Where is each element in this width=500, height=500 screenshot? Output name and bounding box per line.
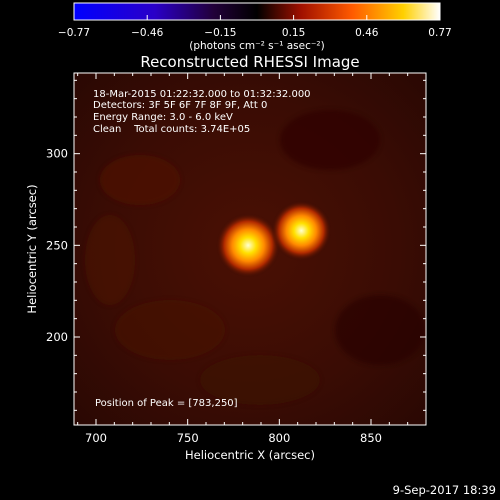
image-area [74,73,426,425]
colorbar [73,2,441,21]
colorbar-tick-label: −0.46 [131,27,163,39]
colorbar-tick-label: 0.15 [282,27,305,39]
flare-source-1 [216,213,281,278]
y-tick-label: 300 [46,147,68,161]
info-detectors: Detectors: 3F 5F 6F 7F 8F 9F, Att 0 [93,100,267,111]
colorbar-tick-label: 0.46 [355,27,379,39]
footer-date: 9-Sep-2017 18:39 [393,483,496,497]
chart-title: Reconstructed RHESSI Image [140,53,359,71]
y-tick-label: 200 [46,330,68,344]
sources [216,200,332,278]
colorbar-tick-label: −0.15 [204,27,236,39]
x-tick-label: 700 [85,431,107,445]
x-tick-label: 750 [177,431,199,445]
peak-position-label: Position of Peak = [783,250] [95,398,238,409]
info-total-counts: Clean Total counts: 3.74E+05 [93,124,250,135]
x-axis-ticks: 700 750 800 850 [77,73,427,445]
x-tick-label: 800 [268,431,290,445]
x-axis-label: Heliocentric X (arcsec) [185,448,315,462]
colorbar-tick-label: 0.77 [428,27,451,39]
info-block: 18-Mar-2015 01:22:32.000 to 01:32:32.000… [93,89,311,135]
y-axis-ticks: 200 250 300 [46,79,426,411]
plot-frame [73,72,427,426]
flare-source-2 [271,200,332,261]
colorbar-unit-label: (photons cm⁻² s⁻¹ asec⁻²) [189,40,324,52]
noise-texture [85,110,425,405]
y-axis-label: Heliocentric Y (arcsec) [25,184,39,313]
info-time-range: 18-Mar-2015 01:22:32.000 to 01:32:32.000 [93,89,311,100]
info-energy-range: Energy Range: 3.0 - 6.0 keV [93,112,233,123]
x-tick-label: 850 [360,431,382,445]
colorbar-tick-label: −0.77 [58,27,90,39]
colorbar-ticks: −0.77 −0.46 −0.15 0.15 0.46 0.77 [58,15,452,39]
y-tick-label: 250 [46,238,68,252]
